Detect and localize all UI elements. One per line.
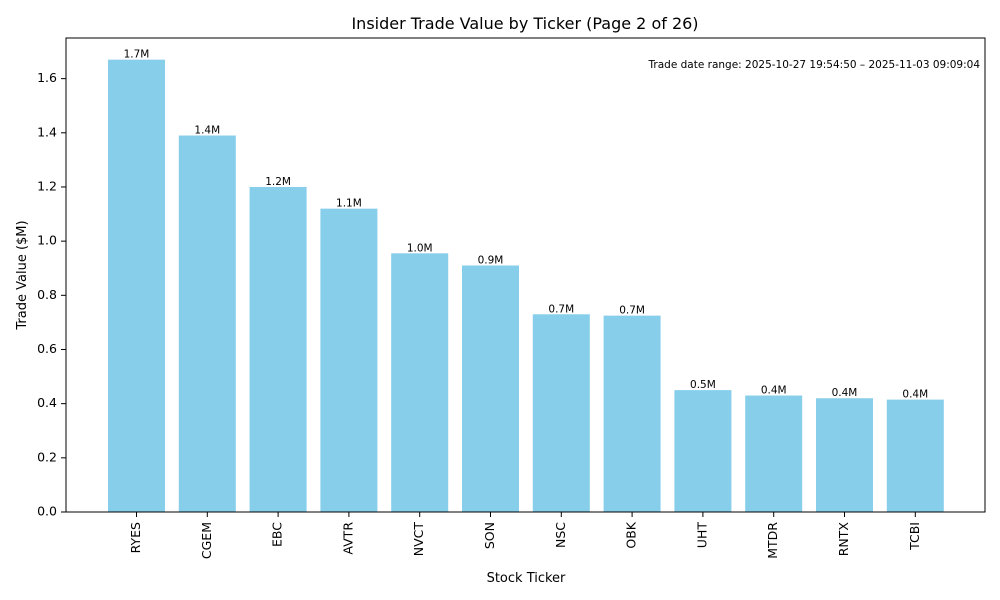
y-tick-label: 1.4 [37, 124, 57, 139]
y-tick-label: 0.6 [37, 341, 57, 356]
bar-cgem [178, 135, 236, 512]
x-tick-label-mtdr: MTDR [765, 522, 780, 559]
bar-nsc [532, 314, 590, 512]
y-tick-label: 0.0 [37, 504, 57, 519]
x-tick-label-nsc: NSC [553, 522, 568, 548]
data-label-rntx: 0.4M [832, 387, 858, 399]
x-tick-label-cgem: CGEM [199, 522, 214, 559]
data-label-ryes: 1.7M [124, 49, 150, 61]
data-label-tcbi: 0.4M [902, 389, 928, 401]
x-tick-label-ryes: RYES [128, 522, 143, 553]
bar-nvct [391, 253, 449, 512]
data-label-cgem: 1.4M [194, 125, 220, 137]
y-tick-label: 1.2 [37, 178, 57, 193]
data-label-uht: 0.5M [690, 379, 716, 391]
bar-uht [674, 390, 732, 512]
y-axis-title: Trade Value ($M) [15, 220, 30, 330]
bar-son [462, 265, 519, 512]
y-axis-ticks: 0.0 0.2 0.4 0.6 0.8 1.0 1.2 1.4 1.6 [37, 70, 66, 519]
bar-rntx [816, 398, 873, 512]
bar-ebc [249, 186, 307, 512]
y-tick-label: 1.0 [37, 233, 57, 248]
y-tick-label: 0.8 [37, 287, 57, 302]
y-tick-label: 1.6 [37, 70, 57, 85]
x-axis-title: Stock Ticker [487, 571, 566, 586]
data-label-ebc: 1.2M [265, 176, 291, 188]
data-labels-group: 1.7M 1.4M 1.2M 1.1M 1.0M 0.9M 0.7M 0.7M 0.5M 0.4M… [124, 49, 929, 401]
x-tick-label-obk: OBK [624, 521, 639, 548]
x-tick-label-tcbi: TCBI [907, 522, 922, 551]
data-label-mtdr: 0.4M [761, 385, 787, 397]
x-axis-ticks: RYES CGEM EBC AVTR NVCT SON NSC OBK UHT MTDR RNTX T… [128, 512, 922, 559]
bar-mtdr [745, 395, 803, 512]
x-tick-label-rntx: RNTX [836, 522, 851, 557]
bar-ryes [108, 59, 165, 512]
x-tick-label-avtr: AVTR [340, 522, 355, 555]
data-label-obk: 0.7M [619, 305, 645, 317]
bar-tcbi [886, 399, 944, 512]
y-tick-label: 0.2 [37, 449, 57, 464]
trade-date-range-annotation: Trade date range: 2025-10-27 19:54:50 – … [648, 59, 981, 71]
bar-avtr [320, 208, 378, 512]
y-tick-label: 0.4 [37, 395, 57, 410]
x-tick-label-son: SON [482, 522, 497, 549]
axes-frame [65, 37, 986, 513]
x-tick-label-nvct: NVCT [411, 522, 426, 557]
bar-obk [603, 315, 661, 512]
bars-group [108, 59, 944, 512]
chart-title: Insider Trade Value by Ticker (Page 2 of… [351, 14, 698, 33]
data-label-son: 0.9M [478, 255, 504, 267]
data-label-nsc: 0.7M [548, 303, 574, 315]
data-label-avtr: 1.1M [336, 198, 362, 210]
data-label-nvct: 1.0M [407, 242, 433, 254]
x-tick-label-ebc: EBC [270, 522, 285, 547]
x-tick-label-uht: UHT [694, 522, 709, 549]
